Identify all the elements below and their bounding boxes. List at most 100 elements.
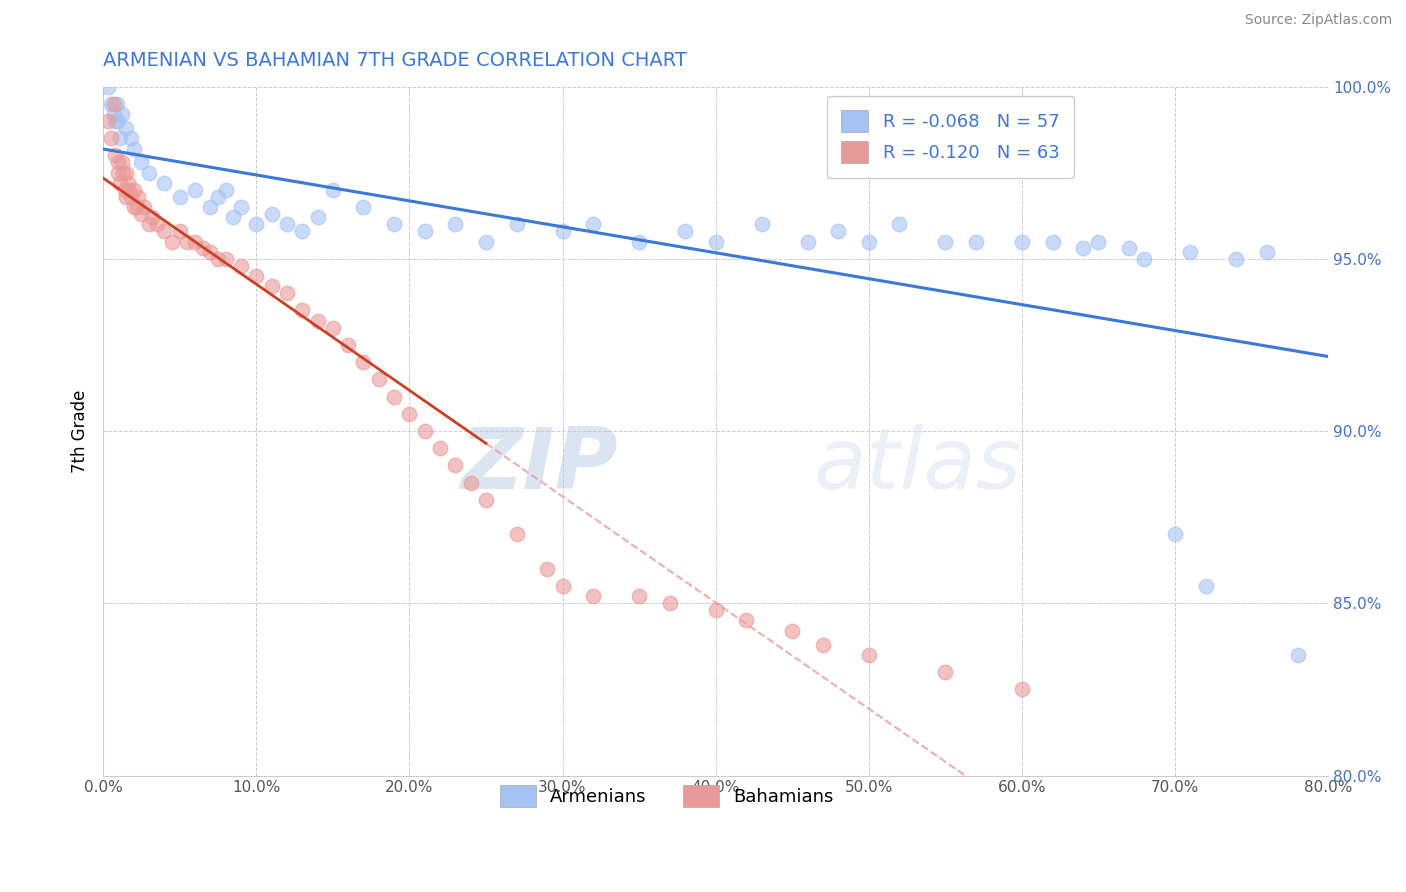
- Point: [114, 183, 136, 197]
- Point: [104, 114, 127, 128]
- Point: [322, 320, 344, 334]
- Point: [127, 190, 149, 204]
- Point: [673, 224, 696, 238]
- Point: [413, 224, 436, 238]
- Text: Source: ZipAtlas.com: Source: ZipAtlas.com: [1244, 13, 1392, 28]
- Point: [1256, 244, 1278, 259]
- Point: [153, 224, 176, 238]
- Point: [125, 200, 148, 214]
- Point: [276, 217, 298, 231]
- Point: [398, 407, 420, 421]
- Point: [780, 624, 803, 638]
- Point: [1011, 235, 1033, 249]
- Point: [735, 614, 758, 628]
- Point: [200, 244, 222, 259]
- Point: [104, 148, 127, 162]
- Point: [1118, 242, 1140, 256]
- Point: [138, 166, 160, 180]
- Point: [658, 596, 681, 610]
- Point: [751, 217, 773, 231]
- Point: [122, 200, 145, 214]
- Point: [229, 259, 252, 273]
- Point: [112, 166, 135, 180]
- Point: [229, 200, 252, 214]
- Point: [322, 183, 344, 197]
- Y-axis label: 7th Grade: 7th Grade: [72, 389, 89, 473]
- Point: [704, 235, 727, 249]
- Point: [100, 131, 122, 145]
- Point: [382, 390, 405, 404]
- Point: [110, 107, 132, 121]
- Point: [105, 96, 128, 111]
- Point: [536, 562, 558, 576]
- Point: [1194, 579, 1216, 593]
- Point: [551, 224, 574, 238]
- Point: [108, 176, 131, 190]
- Point: [429, 442, 451, 456]
- Point: [858, 648, 880, 662]
- Point: [628, 590, 651, 604]
- Point: [413, 424, 436, 438]
- Point: [122, 142, 145, 156]
- Point: [120, 131, 142, 145]
- Point: [134, 200, 156, 214]
- Point: [796, 235, 818, 249]
- Point: [582, 590, 605, 604]
- Point: [131, 207, 153, 221]
- Point: [108, 131, 131, 145]
- Point: [505, 527, 527, 541]
- Point: [276, 286, 298, 301]
- Point: [131, 155, 153, 169]
- Point: [934, 665, 956, 680]
- Point: [169, 224, 191, 238]
- Point: [97, 114, 120, 128]
- Point: [138, 217, 160, 231]
- Text: atlas: atlas: [814, 424, 1022, 507]
- Point: [184, 183, 207, 197]
- Point: [704, 603, 727, 617]
- Point: [103, 107, 125, 121]
- Point: [117, 176, 139, 190]
- Point: [1286, 648, 1309, 662]
- Point: [141, 211, 163, 225]
- Point: [100, 96, 122, 111]
- Point: [505, 217, 527, 231]
- Point: [260, 207, 283, 221]
- Point: [160, 235, 183, 249]
- Point: [307, 314, 329, 328]
- Point: [475, 235, 498, 249]
- Point: [191, 242, 214, 256]
- Point: [352, 355, 374, 369]
- Point: [107, 155, 129, 169]
- Point: [1042, 235, 1064, 249]
- Point: [260, 279, 283, 293]
- Point: [352, 200, 374, 214]
- Point: [184, 235, 207, 249]
- Point: [107, 114, 129, 128]
- Text: ZIP: ZIP: [460, 424, 617, 507]
- Point: [444, 458, 467, 473]
- Point: [214, 183, 236, 197]
- Point: [103, 96, 125, 111]
- Point: [1133, 252, 1156, 266]
- Point: [110, 155, 132, 169]
- Point: [222, 211, 245, 225]
- Point: [97, 79, 120, 94]
- Point: [1071, 242, 1094, 256]
- Point: [367, 372, 389, 386]
- Point: [934, 235, 956, 249]
- Point: [827, 224, 849, 238]
- Point: [291, 224, 314, 238]
- Point: [1087, 235, 1109, 249]
- Point: [858, 235, 880, 249]
- Point: [1180, 244, 1202, 259]
- Point: [207, 190, 229, 204]
- Point: [965, 235, 987, 249]
- Point: [444, 217, 467, 231]
- Point: [337, 338, 360, 352]
- Point: [889, 217, 911, 231]
- Point: [176, 235, 198, 249]
- Point: [115, 120, 138, 135]
- Point: [291, 303, 314, 318]
- Point: [1164, 527, 1187, 541]
